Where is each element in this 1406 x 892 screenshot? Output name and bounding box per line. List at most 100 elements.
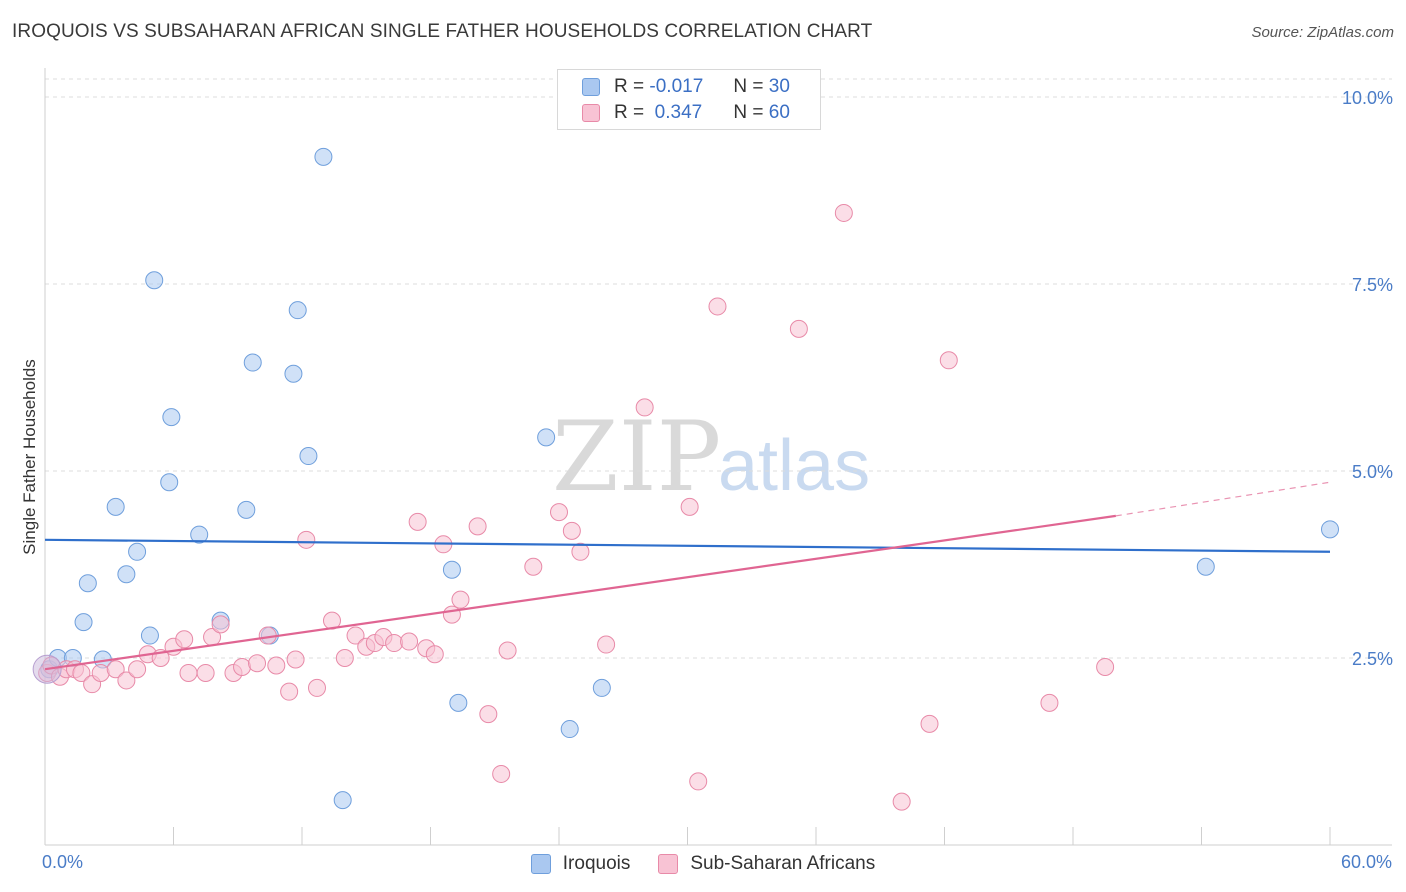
- y-axis-label: Single Father Households: [20, 359, 39, 555]
- r-label: R =: [614, 102, 645, 123]
- iroquois-point: [442, 560, 461, 579]
- n-label: N =: [733, 102, 764, 123]
- subsaharan-point: [267, 656, 286, 675]
- y-tick-label: 7.5%: [1352, 275, 1393, 295]
- watermark-zip: ZIP: [552, 401, 721, 513]
- legend-swatch-iroquois: [530, 854, 551, 874]
- subsaharan-point: [335, 649, 354, 667]
- subsaharan-point: [571, 542, 590, 561]
- subsaharan-point: [920, 714, 939, 733]
- subsaharan-point: [307, 678, 326, 697]
- subsaharan-point: [280, 682, 299, 701]
- iroquois-point: [449, 693, 468, 712]
- subsaharan-point: [498, 641, 517, 660]
- subsaharan-point: [708, 297, 727, 316]
- subsaharan-point: [91, 663, 110, 682]
- chart-title: IROQUOIS VS SUBSAHARAN AFRICAN SINGLE FA…: [12, 21, 873, 42]
- y-tick-label: 2.5%: [1352, 649, 1393, 669]
- iroquois-point: [74, 613, 93, 632]
- legend: Iroquois Sub-Saharan Africans: [0, 850, 1406, 878]
- iroquois-point: [162, 408, 181, 427]
- legend-label-subsaharan: Sub-Saharan Africans: [690, 853, 876, 874]
- y-tick-label: 10.0%: [1342, 88, 1393, 108]
- subsaharan-point: [425, 645, 444, 664]
- subsaharan-point: [479, 705, 498, 724]
- iroquois-point: [128, 542, 147, 561]
- r-label: R =: [614, 76, 645, 97]
- subsaharan-point: [689, 772, 708, 791]
- subsaharan-trend-line: [44, 514, 1116, 671]
- legend-label-iroquois: Iroquois: [562, 853, 631, 874]
- iroquois-point: [288, 301, 307, 320]
- subsaharan-point: [233, 657, 252, 676]
- n-label: N =: [733, 76, 764, 97]
- iroquois-point: [160, 473, 179, 492]
- subsaharan-point: [211, 615, 230, 634]
- subsaharan-point: [939, 351, 958, 370]
- stats-row-subsaharan: R = 0.347 N = 60: [582, 100, 790, 126]
- trend-lines: [44, 481, 1331, 671]
- axes: [44, 68, 1392, 846]
- iroquois-point: [145, 271, 164, 290]
- subsaharan-point: [562, 521, 581, 540]
- subsaharan-point: [492, 764, 511, 783]
- iroquois-point: [592, 678, 611, 697]
- grid-lines: 2.5% 5.0% 7.5% 10.0%: [45, 78, 1393, 669]
- legend-item-subsaharan[interactable]: Sub-Saharan Africans: [658, 853, 875, 875]
- iroquois-point: [78, 574, 97, 593]
- legend-swatch-subsaharan: [658, 854, 679, 874]
- r-value: 0.347: [649, 102, 703, 123]
- iroquois-point: [299, 447, 318, 466]
- iroquois-point: [190, 525, 209, 544]
- subsaharan-point: [346, 626, 365, 645]
- iroquois-point: [537, 428, 556, 447]
- subsaharan-point: [442, 605, 461, 624]
- iroquois-point: [140, 626, 159, 645]
- data-points: [32, 147, 1339, 811]
- r-value: -0.017: [649, 76, 704, 97]
- chart-source: Source: ZipAtlas.com: [1251, 24, 1394, 41]
- stats-box: R = -0.017 N = 30 R = 0.347 N = 60: [557, 69, 821, 130]
- subsaharan-point: [1096, 657, 1115, 676]
- subsaharan-point: [297, 530, 316, 549]
- x-axis-min-label: 0.0%: [42, 852, 84, 872]
- iroquois-point: [237, 500, 256, 519]
- subsaharan-point: [789, 319, 808, 338]
- iroquois-point: [106, 497, 125, 516]
- iroquois-point: [560, 720, 579, 739]
- subsaharan-point: [597, 635, 616, 654]
- subsaharan-point: [524, 557, 543, 576]
- subsaharan-point: [680, 497, 699, 516]
- subsaharan-point: [106, 660, 125, 679]
- subsaharan-point: [128, 660, 147, 679]
- iroquois-point: [1196, 557, 1215, 576]
- n-value: 60: [768, 102, 790, 123]
- subsaharan-point: [550, 503, 568, 522]
- subsaharan-trend-extension: [1115, 481, 1331, 517]
- subsaharan-point: [468, 517, 487, 536]
- subsaharan-point: [451, 590, 470, 609]
- iroquois-point: [117, 565, 136, 584]
- y-tick-label: 5.0%: [1352, 462, 1393, 482]
- subsaharan-point: [385, 634, 404, 653]
- stats-row-iroquois: R = -0.017 N = 30: [582, 74, 790, 100]
- subsaharan-point: [117, 671, 136, 690]
- x-axis-max-label: 60.0%: [1340, 852, 1392, 872]
- subsaharan-point: [286, 650, 305, 669]
- watermark-atlas: atlas: [718, 426, 870, 506]
- subsaharan-point: [175, 630, 194, 649]
- stats-swatch-subsaharan: [582, 104, 600, 122]
- n-value: 30: [768, 76, 790, 97]
- subsaharan-point: [408, 512, 427, 531]
- iroquois-point: [333, 791, 352, 810]
- subsaharan-point: [196, 663, 215, 682]
- subsaharan-point: [248, 654, 267, 673]
- iroquois-point: [314, 147, 333, 166]
- legend-item-iroquois[interactable]: Iroquois: [530, 853, 631, 875]
- subsaharan-point: [179, 663, 198, 682]
- subsaharan-point: [834, 203, 853, 222]
- subsaharan-point: [892, 792, 911, 811]
- iroquois-point: [284, 364, 303, 383]
- subsaharan-point: [635, 398, 654, 417]
